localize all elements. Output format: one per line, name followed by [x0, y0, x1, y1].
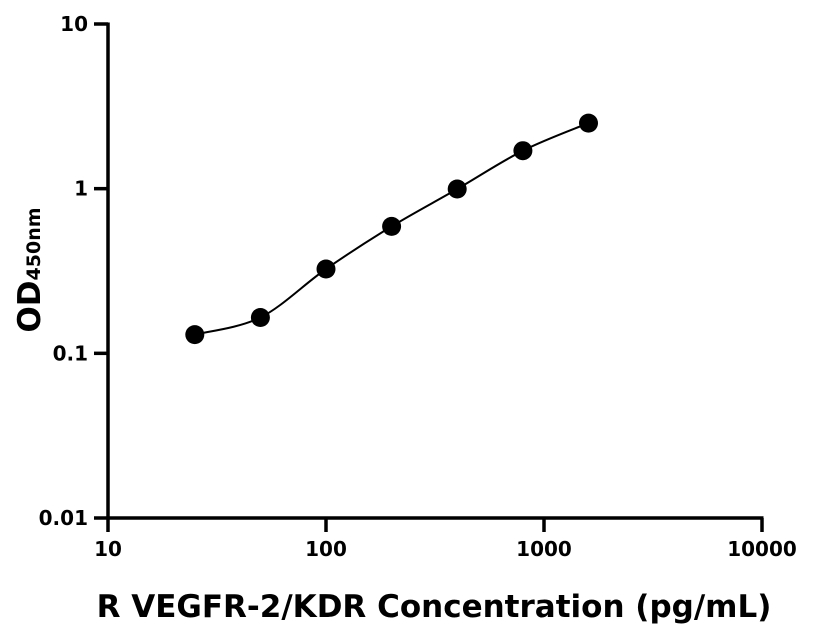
y-tick-label: 1 — [74, 177, 88, 201]
y-tick-label: 10 — [60, 12, 88, 36]
x-tick-label: 10000 — [727, 537, 797, 561]
data-point — [579, 113, 598, 133]
x-tick-label: 100 — [305, 537, 347, 561]
data-point — [316, 259, 336, 279]
x-ticks: 10 100 1000 10000 — [94, 518, 797, 561]
y-ticks: 0.01 0.1 1 10 — [39, 12, 108, 530]
data-point — [185, 325, 205, 345]
x-axis-title: R VEGFR-2/KDR Concentration (pg/mL) — [97, 589, 772, 625]
data-point — [250, 308, 270, 327]
data-point — [513, 141, 533, 161]
y-axis-title-subscript: 450nm — [23, 207, 45, 280]
y-axis-title: OD450nm — [12, 207, 48, 332]
x-tick-label: 10 — [94, 537, 122, 561]
y-axis-title-main: OD — [12, 280, 48, 332]
axes — [106, 22, 764, 520]
data-points — [185, 113, 598, 345]
x-tick-label: 1000 — [516, 537, 572, 561]
y-tick-label: 0.01 — [39, 506, 88, 530]
y-tick-label: 0.1 — [53, 341, 88, 365]
data-point — [447, 179, 467, 199]
data-point — [382, 216, 402, 236]
svg-text:OD450nm: OD450nm — [12, 207, 48, 332]
